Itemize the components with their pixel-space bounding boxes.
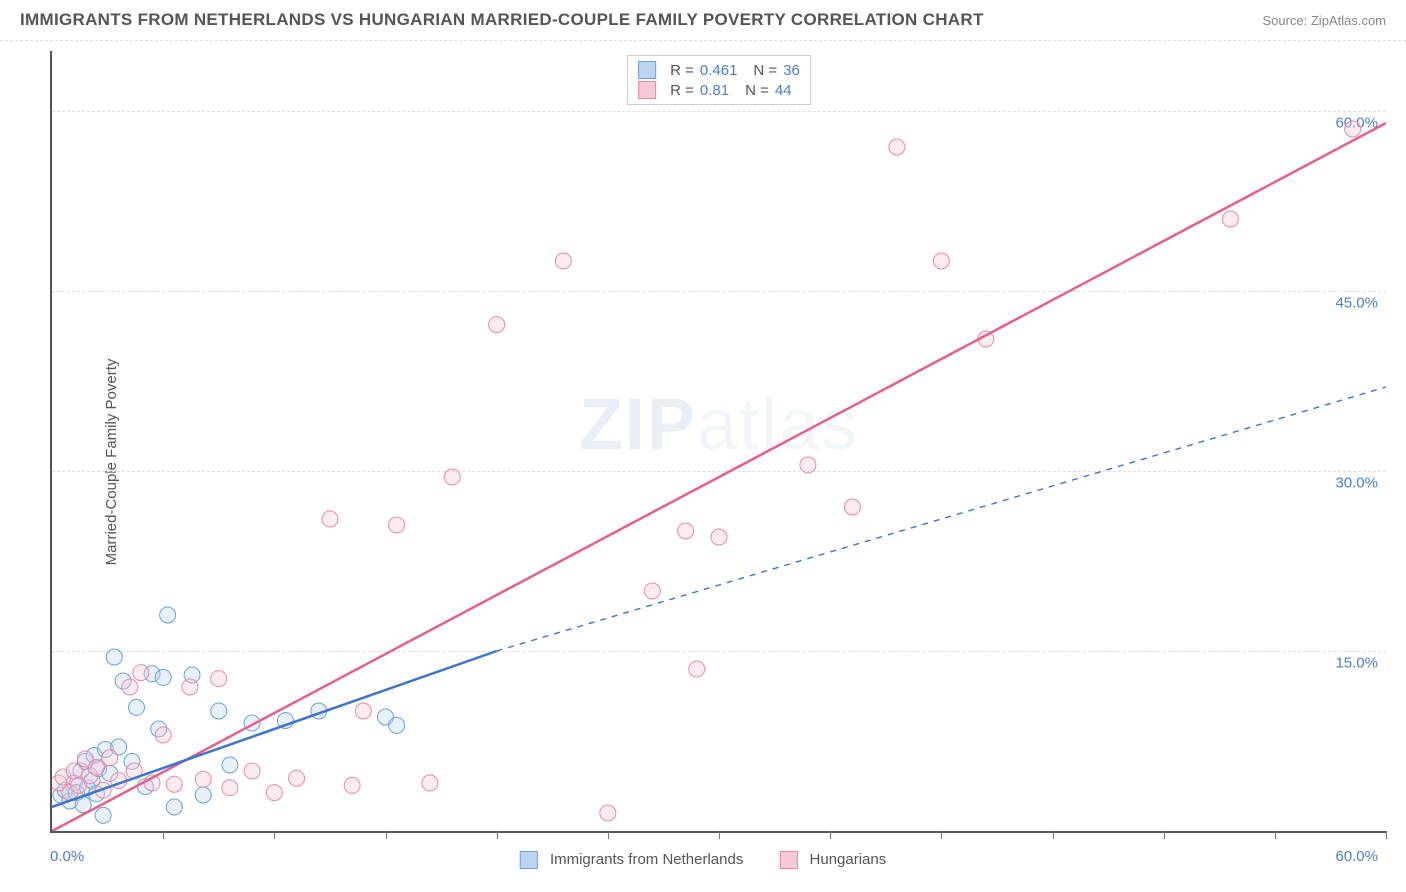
series-legend: Immigrants from Netherlands Hungarians: [520, 851, 886, 869]
legend-swatch-hungarians: [638, 81, 656, 99]
chart-header: IMMIGRANTS FROM NETHERLANDS VS HUNGARIAN…: [0, 0, 1406, 41]
legend-item-netherlands: Immigrants from Netherlands: [520, 851, 744, 869]
legend-n-value-netherlands: 36: [783, 62, 800, 79]
legend-label-hungarians: Hungarians: [810, 851, 887, 868]
legend-swatch-hungarians-bottom: [779, 851, 797, 869]
legend-row-hungarians: R = 0.81 N = 44: [638, 80, 800, 100]
x-max-label: 60.0%: [1335, 848, 1378, 865]
legend-r-label: R =: [670, 82, 694, 99]
plot-svg: [52, 51, 1386, 831]
x-min-label: 0.0%: [50, 848, 84, 865]
legend-r-label: R =: [670, 62, 694, 79]
chart-area: Married-Couple Family Poverty ZIPatlas R…: [0, 41, 1406, 883]
legend-n-label: N =: [745, 82, 769, 99]
source-label: Source: ZipAtlas.com: [1262, 13, 1386, 28]
legend-n-label: N =: [753, 62, 777, 79]
legend-n-value-hungarians: 44: [775, 82, 792, 99]
legend-row-netherlands: R = 0.461 N = 36: [638, 60, 800, 80]
plot-region: ZIPatlas R = 0.461 N = 36 R = 0.81 N = 4…: [50, 51, 1386, 833]
legend-swatch-netherlands-bottom: [520, 851, 538, 869]
legend-r-value-netherlands: 0.461: [700, 62, 738, 79]
legend-swatch-netherlands: [638, 61, 656, 79]
chart-title: IMMIGRANTS FROM NETHERLANDS VS HUNGARIAN…: [20, 10, 984, 30]
legend-item-hungarians: Hungarians: [779, 851, 886, 869]
legend-r-value-hungarians: 0.81: [700, 82, 729, 99]
correlation-legend: R = 0.461 N = 36 R = 0.81 N = 44: [627, 55, 811, 105]
legend-label-netherlands: Immigrants from Netherlands: [550, 851, 743, 868]
